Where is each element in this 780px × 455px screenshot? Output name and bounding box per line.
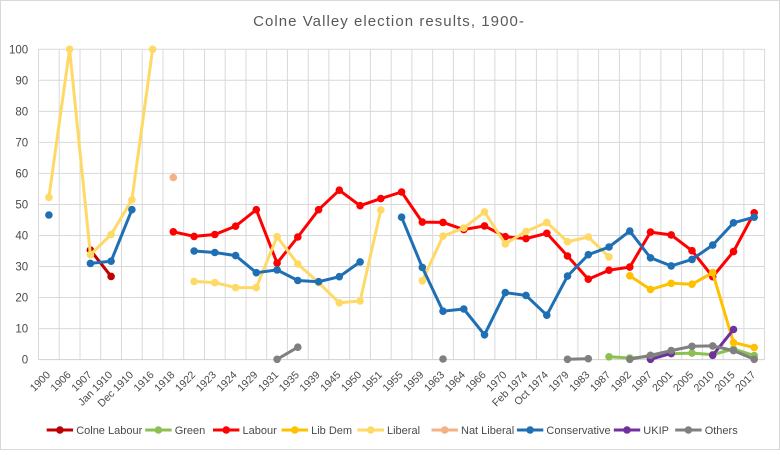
- svg-text:Lib Dem: Lib Dem: [311, 425, 352, 437]
- svg-text:Labour: Labour: [243, 425, 278, 437]
- svg-text:100: 100: [9, 44, 28, 56]
- svg-text:40: 40: [15, 231, 28, 243]
- svg-text:Colne Valley election results,: Colne Valley election results, 1900-: [253, 13, 525, 30]
- svg-text:20: 20: [15, 293, 28, 305]
- svg-text:70: 70: [15, 137, 28, 149]
- svg-text:10: 10: [15, 324, 28, 336]
- svg-text:Conservative: Conservative: [546, 425, 610, 437]
- svg-text:Liberal: Liberal: [387, 425, 420, 437]
- svg-text:Colne Labour: Colne Labour: [76, 425, 142, 437]
- svg-text:UKIP: UKIP: [643, 425, 669, 437]
- svg-text:30: 30: [15, 262, 28, 274]
- svg-text:Others: Others: [705, 425, 739, 437]
- svg-text:Green: Green: [175, 425, 206, 437]
- svg-text:80: 80: [15, 106, 28, 118]
- svg-text:0: 0: [22, 355, 28, 367]
- svg-text:90: 90: [15, 75, 28, 87]
- svg-text:Nat Liberal: Nat Liberal: [461, 425, 514, 437]
- svg-text:50: 50: [15, 200, 28, 212]
- svg-text:60: 60: [15, 168, 28, 180]
